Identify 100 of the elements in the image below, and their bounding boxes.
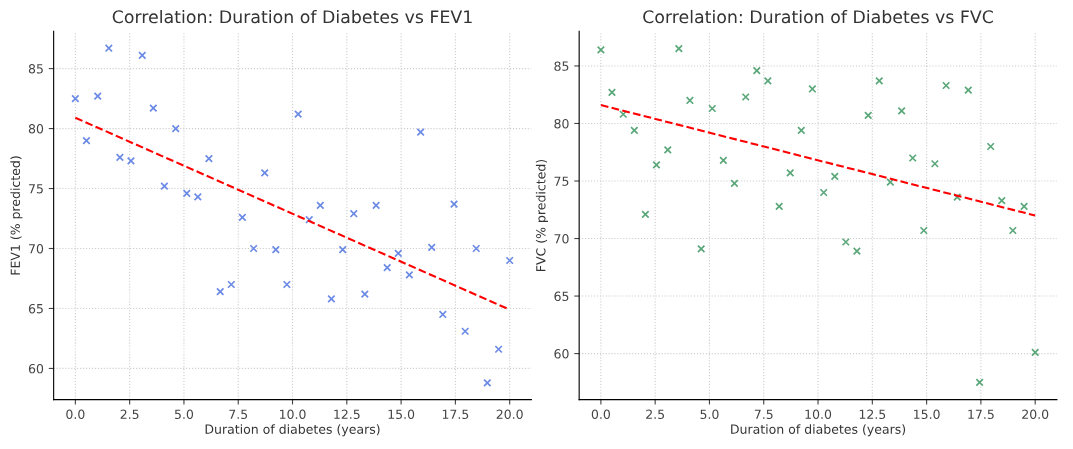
point — [327, 294, 336, 303]
x-tick-label: 20.0 — [496, 409, 523, 420]
chart-title: Correlation: Duration of Diabetes vs FEV1 — [112, 9, 472, 24]
point — [438, 310, 447, 319]
x-tick-label: 5.0 — [700, 409, 719, 420]
point — [238, 213, 247, 222]
point — [71, 94, 80, 103]
point — [182, 189, 191, 198]
point — [416, 128, 425, 137]
point — [663, 145, 672, 155]
point — [316, 201, 325, 210]
point — [819, 188, 828, 197]
point — [830, 172, 839, 181]
point — [808, 84, 817, 94]
point — [349, 209, 358, 218]
point — [852, 247, 861, 256]
point — [975, 378, 984, 387]
point — [797, 126, 806, 135]
chart-title: Correlation: Duration of Diabetes vs FVC — [643, 9, 993, 24]
x-tick-label: 17.5 — [968, 409, 994, 420]
point — [160, 182, 169, 191]
point — [193, 192, 202, 202]
point — [449, 200, 459, 209]
x-tick-label: 15.0 — [914, 409, 940, 420]
point — [383, 263, 392, 272]
point — [126, 156, 136, 166]
y-tick-label: 60 — [554, 349, 569, 359]
point — [1008, 226, 1017, 235]
y-tick-label: 75 — [554, 176, 569, 186]
y-axis-title: FEV1 (% predicted) — [10, 156, 23, 275]
point — [260, 168, 269, 178]
y-tick-label: 80 — [554, 118, 569, 129]
point — [427, 243, 436, 252]
point — [897, 106, 906, 115]
point — [886, 178, 895, 187]
point — [908, 153, 917, 163]
point — [282, 280, 291, 289]
y-tick-label: 60 — [28, 363, 44, 374]
x-tick-label: 10.0 — [279, 409, 306, 420]
y-tick-label: 65 — [554, 291, 569, 301]
point — [786, 168, 795, 178]
y-tick-label: 75 — [29, 184, 43, 194]
point — [641, 210, 650, 219]
point — [730, 179, 739, 188]
point — [607, 88, 617, 97]
point — [149, 104, 158, 113]
point — [405, 270, 414, 279]
point — [752, 66, 761, 75]
point — [271, 245, 280, 254]
point — [719, 156, 728, 165]
point — [104, 44, 113, 53]
y-tick-label: 65 — [28, 303, 43, 314]
point — [227, 280, 236, 289]
x-tick-label: 12.5 — [859, 409, 886, 420]
x-axis-title: Duration of diabetes (years) — [731, 424, 906, 437]
point — [841, 237, 850, 247]
point — [338, 245, 347, 254]
point — [652, 160, 661, 169]
point — [249, 244, 258, 253]
y-tick-label: 85 — [28, 64, 43, 74]
point — [1031, 348, 1040, 357]
y-tick-label: 70 — [554, 234, 569, 244]
point — [360, 289, 369, 299]
point — [708, 104, 717, 113]
point — [93, 92, 102, 101]
point — [964, 86, 973, 95]
x-tick-label: 12.5 — [334, 409, 360, 420]
point — [372, 201, 381, 210]
y-tick-label: 80 — [28, 124, 44, 134]
point — [697, 244, 706, 253]
point — [138, 51, 147, 60]
point — [204, 154, 214, 163]
point — [494, 345, 503, 354]
x-tick-label: 5.0 — [174, 409, 194, 420]
point — [674, 44, 683, 53]
point — [741, 92, 750, 102]
point — [472, 244, 481, 253]
point — [619, 110, 628, 119]
x-tick-label: 2.5 — [120, 409, 139, 420]
y-tick-label: 70 — [29, 243, 44, 254]
point — [875, 76, 884, 85]
point — [294, 110, 303, 119]
x-tick-label: 10.0 — [805, 409, 832, 420]
x-tick-label: 0.0 — [66, 409, 85, 420]
point — [483, 378, 492, 387]
point — [505, 256, 514, 265]
x-tick-label: 17.5 — [442, 409, 469, 420]
point — [305, 215, 314, 224]
x-tick-label: 15.0 — [388, 409, 415, 420]
point — [997, 196, 1006, 205]
x-axis-title: Duration of diabetes (years) — [205, 424, 380, 437]
y-axis-title: FVC (% predicted) — [535, 159, 548, 271]
point — [864, 111, 873, 120]
point — [171, 124, 180, 133]
x-tick-label: 2.5 — [646, 409, 665, 420]
point — [461, 327, 470, 336]
x-tick-label: 0.0 — [591, 409, 610, 420]
point — [919, 226, 928, 235]
point — [82, 136, 91, 145]
point — [775, 202, 784, 211]
